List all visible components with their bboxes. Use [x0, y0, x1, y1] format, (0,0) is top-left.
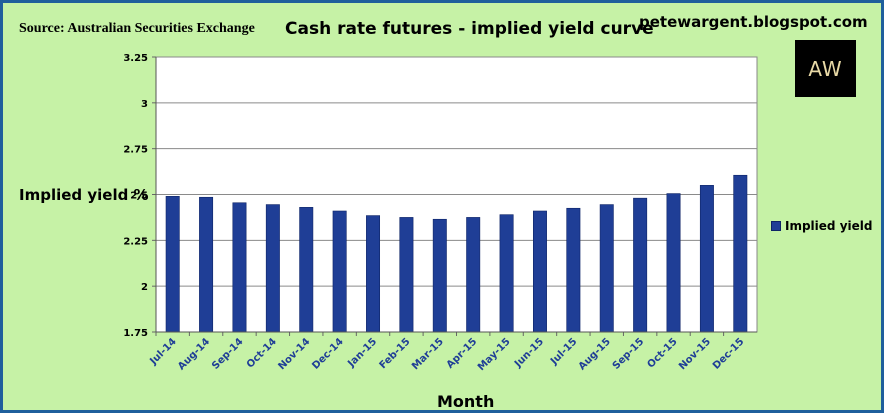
x-tick-label: Aug-15 [577, 336, 613, 372]
bar [366, 215, 381, 333]
x-tick-label: Jul-15 [548, 336, 579, 367]
y-tick-label: 3.25 [123, 53, 148, 64]
x-axis-label: Month [437, 392, 495, 411]
aw-logo: AW [795, 40, 856, 97]
y-tick-label: 2.25 [123, 236, 148, 247]
x-tick-label: Mar-15 [410, 336, 446, 372]
bar [165, 196, 180, 333]
x-tick-label: Nov-14 [276, 336, 312, 372]
logo-text: AW [808, 56, 843, 81]
y-tick-label: 2.75 [123, 145, 148, 156]
bar [332, 210, 347, 333]
x-tick-label: Feb-15 [378, 336, 413, 371]
bar [666, 193, 681, 333]
bar [232, 202, 247, 333]
bar [432, 218, 447, 333]
x-tick-label: Sep-14 [210, 336, 246, 372]
x-tick-label: Dec-14 [310, 336, 345, 371]
x-tick-label: Sep-15 [611, 336, 647, 372]
bar [299, 207, 314, 333]
legend: Implied yield [771, 219, 872, 233]
legend-label: Implied yield [785, 219, 873, 233]
bar [499, 214, 514, 333]
x-tick-label: Apr-15 [445, 336, 480, 371]
bar [199, 196, 214, 333]
y-tick-label: 2.5 [130, 191, 148, 202]
bar [733, 174, 748, 333]
y-tick-label: 2 [141, 282, 148, 293]
bar [566, 207, 581, 333]
x-tick-label: May-15 [476, 336, 513, 373]
x-tick-label: Jul-14 [147, 336, 178, 367]
chart-title: Cash rate futures - implied yield curve [285, 19, 654, 39]
y-tick-label: 1.75 [123, 328, 148, 339]
x-tick-label: Oct-14 [245, 336, 279, 370]
blog-url: petewargent.blogspot.com [639, 13, 868, 31]
bar [532, 210, 547, 333]
x-tick-label: Jan-15 [345, 336, 379, 370]
y-tick-label: 3 [141, 99, 148, 110]
bar [265, 204, 280, 333]
bar [633, 197, 648, 333]
x-tick-label: Nov-15 [677, 336, 713, 372]
bar [699, 185, 714, 333]
x-tick-label: Jun-15 [512, 336, 546, 370]
bar [466, 217, 481, 333]
bar [399, 217, 414, 333]
x-tick-label: Oct-15 [646, 336, 680, 370]
bar [599, 204, 614, 333]
x-tick-label: Dec-15 [711, 336, 746, 371]
y-axis-label: Implied yield % [19, 186, 149, 204]
x-tick-label: Aug-14 [176, 336, 212, 372]
source-note: Source: Australian Securities Exchange [19, 21, 255, 36]
legend-swatch [771, 221, 781, 231]
